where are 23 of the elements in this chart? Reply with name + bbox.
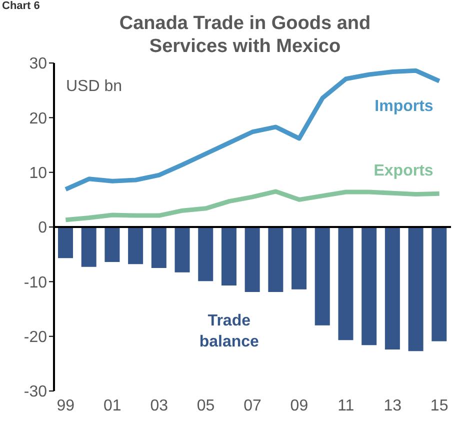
series-label: Trade balance	[199, 312, 260, 350]
x-tick-label: 05	[196, 397, 215, 414]
x-tick-label: 99	[56, 397, 75, 414]
x-tick-label: 11	[338, 397, 354, 414]
x-tick-label: 07	[244, 397, 262, 414]
y-tick-label: -30	[24, 384, 48, 401]
x-tick-label: 13	[384, 397, 402, 414]
y-tick-label: 10	[29, 165, 48, 182]
line-series	[63, 68, 442, 192]
y-tick-label: 20	[29, 110, 48, 128]
x-tick-label: 01	[103, 397, 122, 414]
y-tick-label: -20	[24, 329, 48, 346]
chart-title: Canada Trade in Goods and Services with Mexico	[118, 12, 372, 58]
x-tick-label: 09	[290, 397, 308, 414]
caption: Chart 6	[2, 0, 40, 12]
y-axis-title: USD bn	[66, 78, 122, 95]
y-tick-label: -10	[24, 274, 48, 292]
series-label: Imports	[374, 98, 434, 116]
x-tick-label: 15	[430, 397, 448, 414]
y-tick-label: 0	[38, 220, 48, 237]
y-tick-label: 30	[29, 56, 48, 73]
x-tick-label: 03	[150, 397, 168, 414]
series-label: Exports	[374, 162, 434, 180]
